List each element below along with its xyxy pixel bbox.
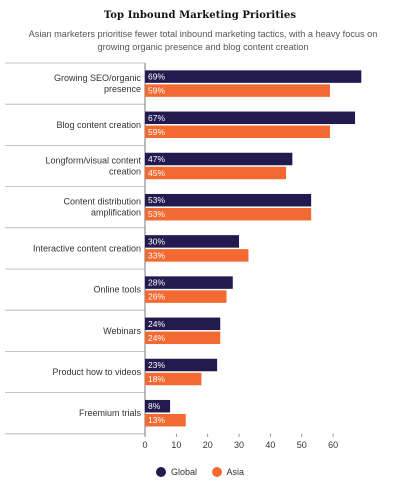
bar-global: [145, 358, 218, 372]
category-label: amplification: [91, 208, 141, 218]
bar-global: [145, 70, 362, 83]
legend-swatch-global: [155, 467, 166, 477]
bar-asia: [145, 372, 202, 386]
category-label: Content distribution: [63, 197, 141, 207]
bar-asia: [145, 84, 330, 97]
category-label: Online tools: [93, 285, 141, 295]
x-tick-label: 40: [265, 440, 275, 450]
bar-asia: [145, 413, 186, 427]
chart-subtitle: Asian marketers prioritise fewer total i…: [28, 29, 378, 52]
data-label-asia: 18%: [148, 374, 165, 384]
legend-label-asia: Asia: [226, 467, 245, 477]
data-label-asia: 53%: [148, 209, 165, 219]
bar-global: [145, 235, 240, 248]
x-tick-label: 20: [203, 440, 213, 450]
bar-global: [145, 399, 171, 413]
data-label-global: 30%: [148, 236, 165, 246]
bar-asia: [145, 207, 312, 221]
category-label: Webinars: [103, 326, 141, 336]
legend-label-global: Global: [170, 467, 197, 477]
data-label-global: 24%: [148, 319, 165, 329]
bar-asia: [145, 249, 249, 262]
legend-item-global: Global: [155, 467, 197, 477]
category-label: Longform/visual content: [45, 156, 141, 166]
data-label-asia: 13%: [148, 415, 165, 425]
bar-asia: [145, 166, 287, 180]
legend: Global Asia: [0, 467, 400, 479]
category-label: Freemium trials: [79, 408, 142, 418]
data-label-asia: 59%: [148, 127, 165, 137]
x-tick-label: 30: [234, 440, 244, 450]
bar-asia: [145, 125, 330, 139]
bar-global: [145, 193, 312, 207]
data-label-asia: 26%: [148, 292, 165, 302]
category-label: Product how to videos: [52, 367, 141, 377]
bar-global: [145, 111, 356, 125]
data-label-global: 8%: [148, 401, 161, 411]
x-tick-label: 0: [142, 440, 147, 450]
data-label-global: 53%: [148, 195, 165, 205]
bar-global: [145, 152, 293, 166]
bar-asia: [145, 331, 221, 345]
x-tick-label: 50: [297, 440, 307, 450]
chart-title: Top Inbound Marketing Priorities: [103, 10, 297, 21]
data-label-global: 67%: [148, 113, 165, 123]
category-label: Growing SEO/organic: [54, 73, 142, 83]
x-tick-label: 60: [328, 440, 338, 450]
x-tick-label: 10: [171, 440, 181, 450]
data-label-global: 28%: [148, 278, 165, 288]
category-label: creation: [109, 167, 141, 177]
bar-global: [145, 276, 233, 289]
data-label-global: 23%: [148, 360, 165, 370]
category-label: Interactive content creation: [33, 243, 141, 253]
legend-item-asia: Asia: [211, 467, 245, 477]
category-label: presence: [104, 84, 141, 94]
data-label-global: 69%: [148, 72, 165, 82]
data-label-global: 47%: [148, 154, 165, 164]
bar-global: [145, 317, 221, 331]
bar-asia: [145, 290, 227, 303]
legend-swatch-asia: [211, 467, 222, 477]
data-label-asia: 24%: [148, 333, 165, 343]
data-label-asia: 33%: [148, 250, 165, 260]
data-label-asia: 45%: [148, 168, 165, 178]
category-label: Blog content creation: [56, 120, 141, 130]
data-label-asia: 59%: [148, 86, 165, 96]
